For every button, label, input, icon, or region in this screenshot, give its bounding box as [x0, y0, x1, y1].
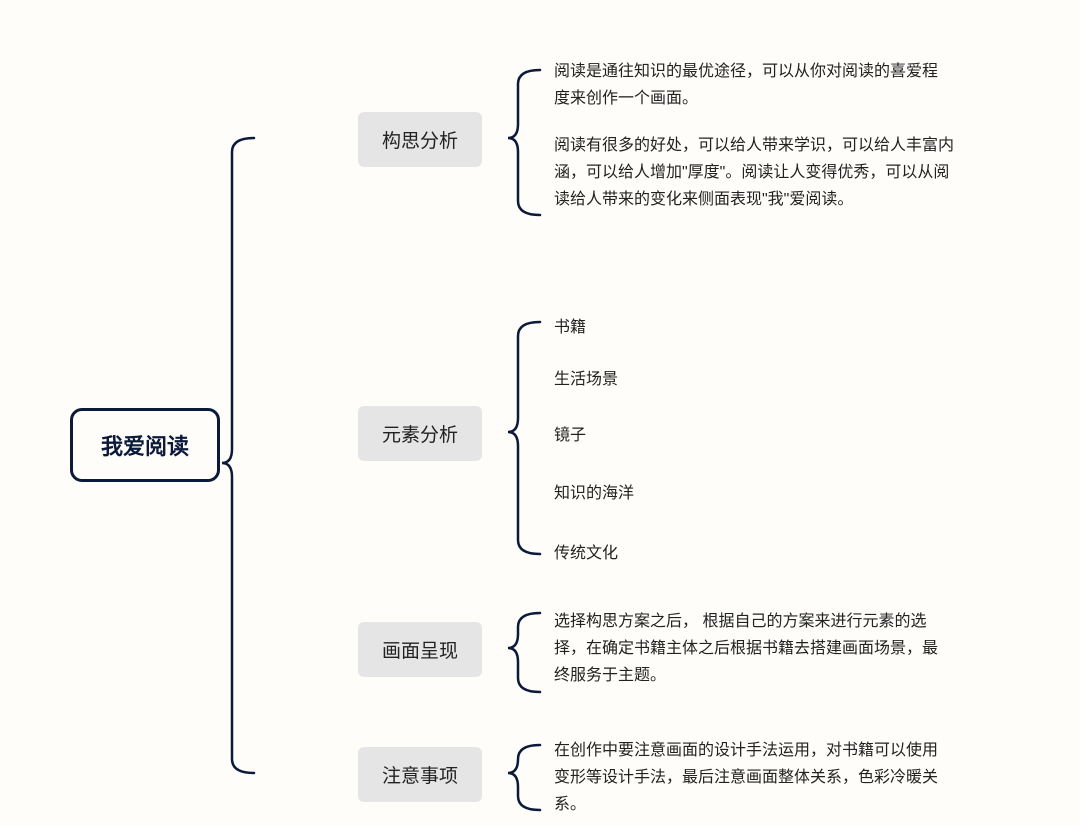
- leaf-text: 镜子: [554, 422, 914, 449]
- leaf-text: 传统文化: [554, 540, 914, 567]
- leaf-text: 阅读有很多的好处，可以给人带来学识，可以给人丰富内涵，可以给人增加"厚度"。阅读…: [554, 132, 954, 214]
- root-node: 我爱阅读: [70, 408, 220, 482]
- leaf-text: 生活场景: [554, 366, 914, 393]
- leaf-text: 阅读是通往知识的最优途径，可以从你对阅读的喜爱程度来创作一个画面。: [554, 58, 944, 112]
- leaf-text: 知识的海洋: [554, 480, 914, 507]
- branch-node: 画面呈现: [358, 622, 482, 677]
- leaf-text: 选择构思方案之后， 根据自己的方案来进行元素的选择，在确定书籍主体之后根据书籍去…: [554, 608, 944, 690]
- leaf-text: 书籍: [554, 314, 914, 341]
- branch-node: 元素分析: [358, 406, 482, 461]
- leaf-text: 在创作中要注意画面的设计手法运用，对书籍可以使用变形等设计手法，最后注意画面整体…: [554, 737, 944, 819]
- mindmap-canvas: 我爱阅读 构思分析 阅读是通往知识的最优途径，可以从你对阅读的喜爱程度来创作一个画面…: [0, 0, 1080, 825]
- branch-node: 注意事项: [358, 747, 482, 802]
- branch-node: 构思分析: [358, 112, 482, 167]
